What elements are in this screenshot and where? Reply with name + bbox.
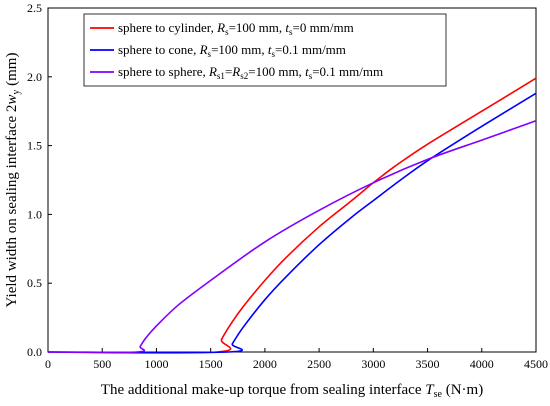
x-tick-label: 0	[45, 357, 51, 371]
x-tick-label: 2500	[307, 357, 331, 371]
x-tick-label: 3500	[416, 357, 440, 371]
series-lines	[47, 77, 537, 354]
y-tick-label: 0.0	[27, 345, 42, 359]
x-tick-label: 1500	[199, 357, 223, 371]
plot-frame	[47, 7, 537, 353]
y-tick-label: 2.0	[27, 70, 42, 84]
series-line-2	[47, 120, 537, 354]
x-axis-label: The additional make-up torque from seali…	[101, 382, 483, 400]
x-tick-label: 1000	[144, 357, 168, 371]
x-tick-label: 500	[93, 357, 111, 371]
y-tick-label: 1.5	[27, 139, 42, 153]
y-axis-label: Yield width on sealing interface 2wy (mm…	[4, 53, 22, 308]
legend-box	[83, 13, 447, 87]
series-line-1	[47, 92, 537, 354]
legend-entry: sphere to cylinder, Rs=100 mm, ts=0 mm/m…	[118, 20, 354, 37]
x-tick-label: 3000	[361, 357, 385, 371]
y-tick-label: 2.5	[27, 1, 42, 15]
x-tick-label: 4500	[524, 357, 548, 371]
legend-entry: sphere to cone, Rs=100 mm, ts=0.1 mm/mm	[118, 42, 346, 59]
series-line-0	[47, 77, 537, 354]
x-tick-label: 2000	[253, 357, 277, 371]
legend: sphere to cylinder, Rs=100 mm, ts=0 mm/m…	[83, 13, 447, 87]
x-axis-ticks: 0 500 1000 1500 2000 2500 3000 3500 4000 4500	[45, 348, 548, 371]
y-tick-label: 0.5	[27, 276, 42, 290]
x-tick-label: 4000	[470, 357, 494, 371]
plot-area: 0 500 1000 1500 2000 2500 3000 3500 4000 4500 0.0…	[27, 1, 548, 371]
y-tick-label: 1.0	[27, 207, 42, 221]
legend-entry: sphere to sphere, Rs1=Rs2=100 mm, ts=0.1…	[118, 64, 383, 81]
y-axis-ticks: 0.0 0.5 1.0 1.5 2.0 2.5	[27, 1, 52, 359]
